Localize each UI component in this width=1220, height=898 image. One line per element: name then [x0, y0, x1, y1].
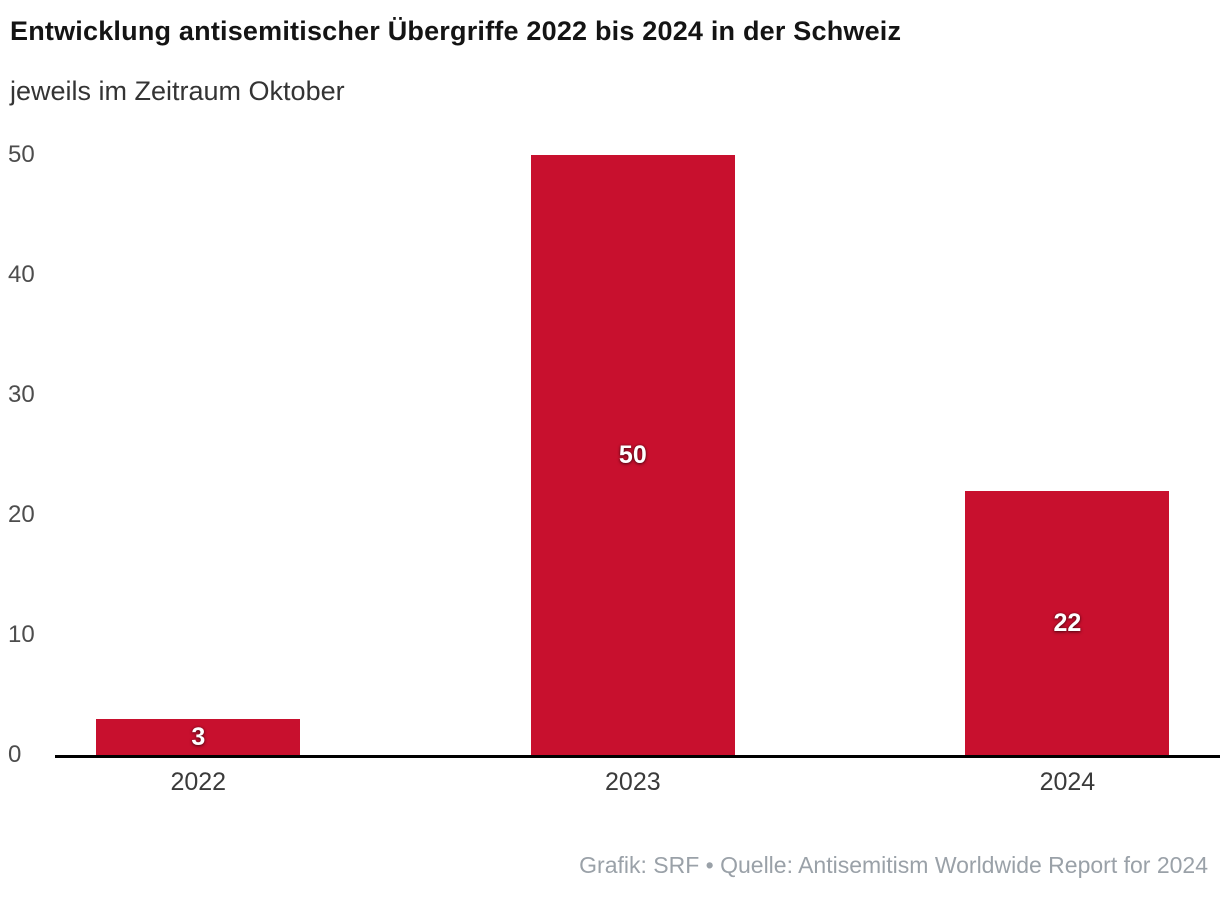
bar-2022: 3	[96, 719, 301, 755]
y-tick-label: 40	[8, 261, 35, 288]
chart-subtitle: jeweils im Zeitraum Oktober	[10, 76, 345, 106]
bar-2023: 50	[530, 155, 735, 755]
x-tick-label-2024: 2024	[1039, 768, 1096, 796]
x-axis: 2022 2023 2024	[55, 768, 1220, 802]
y-tick-label: 30	[8, 381, 35, 408]
x-tick-label-2023: 2023	[605, 768, 661, 796]
x-tick-label-2022: 2022	[170, 768, 227, 796]
chart-title: Entwicklung antisemitischer Übergriffe 2…	[10, 16, 902, 46]
y-tick-label: 50	[8, 141, 35, 168]
y-axis: 0 10 20 30 40 50	[0, 141, 48, 768]
bar-value-label: 22	[1053, 608, 1082, 637]
y-tick-label: 0	[8, 741, 22, 768]
bar-2024: 22	[965, 491, 1170, 755]
source-credit: Grafik: SRF • Quelle: Antisemitism World…	[579, 852, 1208, 878]
bar-value-label: 50	[618, 440, 647, 469]
plot-area: 3 50 22	[55, 155, 1220, 758]
y-tick-label: 10	[8, 621, 35, 648]
y-tick-label: 20	[8, 501, 35, 528]
bar-value-label: 3	[191, 722, 206, 751]
